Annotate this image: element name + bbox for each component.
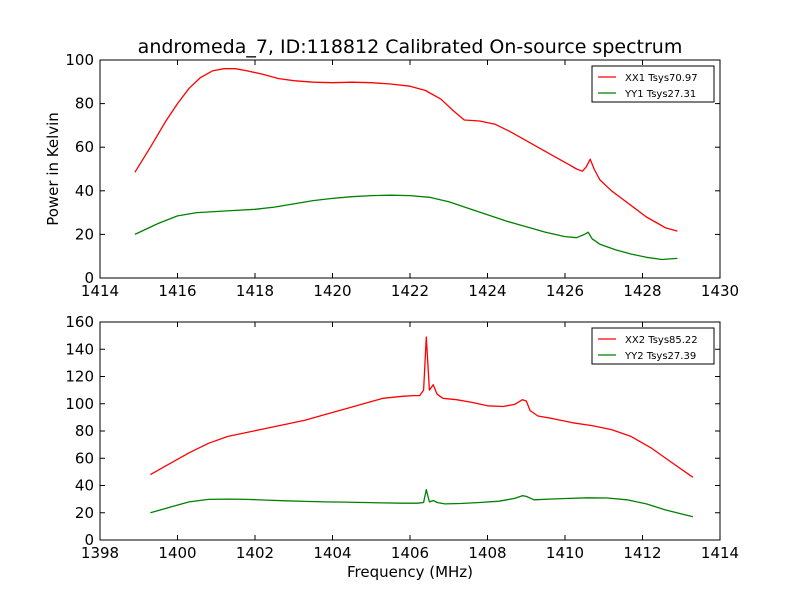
top-x-tick-label: 1430: [701, 282, 739, 300]
top-legend-entry-1: XX1 Tsys70.97: [625, 73, 698, 84]
top-y-tick-label: 80: [75, 95, 94, 113]
top-y-tick-label: 40: [75, 182, 94, 200]
bottom-legend-box: [591, 327, 715, 365]
x-axis-label-bottom: Frequency (MHz): [347, 563, 473, 581]
bottom-y-tick-label: 0: [84, 531, 94, 549]
top-x-tick-label: 1422: [391, 282, 429, 300]
bottom-legend: XX2 Tsys85.22 YY2 Tsys27.39: [591, 327, 715, 365]
bottom-y-tick-label: 40: [75, 477, 94, 495]
bottom-x-tick-label: 1412: [623, 544, 661, 562]
bottom-x-tick-label: 1414: [701, 544, 739, 562]
bottom-x-tick-label: 1406: [391, 544, 429, 562]
top-x-tick-label: 1428: [623, 282, 661, 300]
top-x-tick-label: 1424: [468, 282, 506, 300]
bottom-y-tick-label: 160: [65, 313, 94, 331]
bottom-y-tick-label: 120: [65, 368, 94, 386]
top-x-tick-label: 1420: [313, 282, 351, 300]
bottom-x-tick-label: 1408: [468, 544, 506, 562]
bottom-series-1-line: [150, 336, 694, 478]
top-spectrum-plot: 1414 1416 1418 1420 1422 1424 1426 1428 1430 0 20 4…: [65, 51, 739, 300]
top-x-tick-label: 1416: [158, 282, 196, 300]
top-y-tick-label: 100: [65, 51, 94, 69]
top-series-1-line: [134, 68, 678, 232]
chart-title: andromeda_7, ID:118812 Calibrated On-sou…: [138, 36, 683, 58]
bottom-x-tick-label: 1400: [158, 544, 196, 562]
bottom-y-tick-label: 80: [75, 422, 94, 440]
top-x-tick-label: 1426: [546, 282, 584, 300]
bottom-x-tick-label: 1410: [546, 544, 584, 562]
bottom-spectrum-plot: 1398 1400 1402 1404 1406 1408 1410 1412 1414 0 20 4…: [65, 313, 739, 562]
bottom-series-2-line: [150, 488, 694, 518]
y-axis-label-top: Power in Kelvin: [44, 112, 62, 226]
top-x-tick-label: 1414: [81, 282, 119, 300]
bottom-y-tick-label: 140: [65, 340, 94, 358]
top-legend-entry-2: YY1 Tsys27.31: [624, 89, 696, 100]
top-legend-box: [591, 65, 715, 103]
bottom-y-tick-label: 60: [75, 449, 94, 467]
top-legend: XX1 Tsys70.97 YY1 Tsys27.31: [591, 65, 715, 103]
bottom-x-tick-label: 1398: [81, 544, 119, 562]
top-x-tick-label: 1418: [236, 282, 274, 300]
top-y-tick-label: 60: [75, 138, 94, 156]
bottom-y-tick-label: 100: [65, 395, 94, 413]
top-series-2-line: [134, 194, 678, 261]
top-y-tick-label: 20: [75, 225, 94, 243]
bottom-x-tick-label: 1404: [313, 544, 351, 562]
bottom-legend-entry-1: XX2 Tsys85.22: [625, 335, 698, 346]
top-y-tick-label: 0: [84, 269, 94, 287]
bottom-legend-entry-2: YY2 Tsys27.39: [624, 351, 696, 362]
bottom-x-tick-label: 1402: [236, 544, 274, 562]
bottom-y-tick-label: 20: [75, 504, 94, 522]
